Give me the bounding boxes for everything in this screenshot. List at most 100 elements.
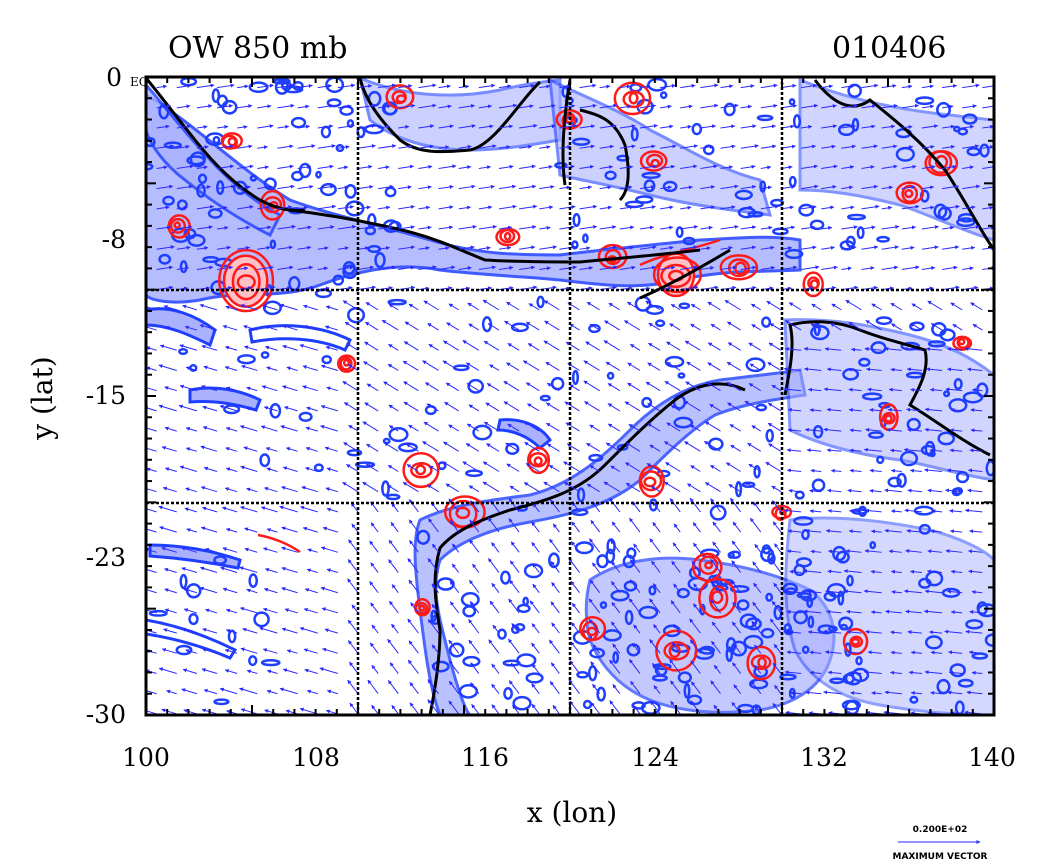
red-contour: [218, 248, 275, 313]
wind-vector: [369, 642, 379, 654]
wind-vector: [237, 164, 254, 169]
wind-vector: [286, 649, 298, 654]
blue-contour: [606, 538, 616, 555]
wind-vector: [398, 125, 410, 129]
y-tick-label: -15: [86, 381, 126, 410]
wind-vector: [337, 205, 355, 210]
wind-vector: [365, 463, 379, 472]
wind-vector: [146, 690, 157, 695]
wind-vector: [337, 185, 349, 190]
max-vector-legend: 0.200E+02 MAXIMUM VECTOR: [892, 825, 987, 862]
wind-vector: [378, 83, 397, 89]
wind-vector: [201, 668, 218, 675]
wind-vector: [264, 486, 278, 493]
wind-vector: [277, 124, 290, 129]
wind-vector: [222, 547, 238, 553]
wind-vector: [164, 608, 177, 614]
blue-contour: [635, 195, 654, 204]
wind-vector: [322, 647, 339, 654]
blue-contour: [955, 470, 970, 484]
wind-vector: [176, 124, 192, 129]
red-contour: [757, 656, 767, 669]
blue-contour: [691, 122, 703, 136]
blue-contour: [858, 357, 871, 367]
wind-vector: [357, 84, 373, 89]
wind-vector: [297, 245, 312, 250]
blue-contour: [761, 316, 772, 328]
wind-vector: [182, 587, 198, 594]
red-contour: [881, 411, 896, 425]
y-tick-label: -30: [86, 700, 126, 729]
coast-java: [289, 208, 701, 264]
wind-vector: [344, 321, 359, 331]
wind-vector: [225, 467, 238, 472]
wind-vector: [176, 184, 193, 190]
wind-vector: [257, 124, 274, 129]
blue-contour: [784, 248, 804, 260]
wind-vector: [178, 404, 198, 412]
wind-vector: [201, 385, 218, 392]
red-contour: [418, 604, 426, 612]
blue-contour: [835, 550, 850, 564]
wind-vector: [158, 505, 177, 513]
blue-contour: [662, 180, 678, 193]
blue-contour: [398, 442, 418, 453]
wind-vector: [277, 144, 294, 149]
wind-vector: [237, 245, 250, 250]
wind-vector: [199, 324, 218, 331]
red-contour: [884, 414, 893, 423]
wind-vector: [158, 667, 177, 675]
wind-vector: [398, 265, 415, 270]
blue-contour: [344, 184, 357, 199]
wind-vector: [304, 588, 318, 594]
y-tick-labels: 0 EQ -8 -15 -23 -30: [86, 63, 149, 729]
wind-vector: [297, 205, 308, 210]
blue-contour: [900, 450, 919, 467]
wind-vector: [216, 124, 229, 129]
blue-contour: [847, 213, 867, 221]
wind-vector: [367, 679, 379, 695]
blue-contour: [288, 276, 301, 292]
wind-vector: [357, 124, 376, 129]
wind-vector: [237, 104, 253, 109]
wind-vector: [387, 363, 399, 371]
blue-contour: [212, 135, 221, 145]
wind-vector: [226, 709, 238, 715]
wind-vector: [203, 466, 218, 472]
red-contour: [231, 263, 261, 301]
blue-contour: [868, 431, 884, 439]
blue-contour: [876, 235, 890, 243]
wind-vector: [199, 586, 218, 594]
wind-vector: [297, 285, 315, 291]
blue-contour: [832, 545, 847, 562]
wind-vector: [225, 305, 238, 311]
blue-contour: [582, 233, 589, 244]
wind-vector: [176, 84, 192, 89]
blue-contour: [924, 635, 943, 650]
coastlines: [146, 77, 994, 715]
red-contour: [663, 641, 690, 661]
wind-vector: [246, 406, 258, 412]
wind-vector: [216, 265, 234, 270]
red-contour: [336, 354, 357, 373]
wind-vector: [196, 165, 208, 170]
wind-vector: [146, 487, 157, 493]
blue-streak-west-4: [146, 618, 238, 660]
wind-vector: [216, 285, 233, 291]
blue-streak-west-3: [146, 307, 217, 348]
wind-vector: [181, 627, 198, 634]
wind-vector: [319, 667, 339, 675]
wind-vector: [196, 204, 215, 210]
blue-contour: [756, 114, 774, 122]
wind-vector: [297, 265, 314, 270]
blue-contour: [162, 195, 175, 206]
wind-vector: [306, 568, 318, 573]
wind-vector: [297, 184, 314, 190]
blue-contour: [321, 354, 333, 365]
map-title-right: 010406: [832, 31, 947, 66]
wind-vector: [282, 668, 298, 675]
y-tick-label: -8: [102, 225, 126, 254]
blue-contour: [788, 98, 796, 106]
blue-contour: [207, 208, 223, 219]
wind-vector: [240, 303, 258, 311]
